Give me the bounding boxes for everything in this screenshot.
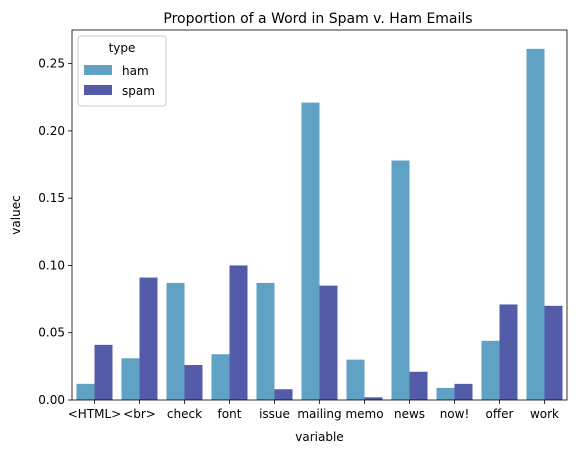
legend-swatch-spam [84,85,112,95]
bar-spam-2 [184,365,203,400]
bar-ham-9 [481,340,500,400]
bar-ham-5 [301,102,320,401]
y-tick-label-2: 0.10 [38,258,65,272]
legend-label-spam: spam [122,84,155,98]
legend-label-ham: ham [122,64,149,78]
y-tick-label-5: 0.25 [38,57,65,71]
legend-swatch-ham [84,65,112,75]
bar-spam-6 [364,397,383,400]
x-tick-label-7: news [394,407,425,421]
plot-frame [71,29,568,401]
y-axis-label: valuec [9,195,23,234]
bar-ham-6 [346,359,365,400]
x-tick-label-8: now! [440,407,470,421]
bar-spam-8 [454,383,473,400]
y-axis: 0.00 0.05 0.10 0.15 0.20 0.25 [38,57,72,407]
y-tick-label-1: 0.05 [38,326,65,340]
x-axis: <HTML> <br> check font issue mailing memo news n… [68,400,559,421]
bar-ham-8 [436,387,455,400]
x-tick-label-5: mailing [297,407,341,421]
x-tick-label-9: offer [486,407,514,421]
bar-spam-1 [139,277,158,400]
bar-ham-1 [121,358,140,400]
bar-ham-3 [211,354,230,400]
x-tick-label-6: memo [345,407,383,421]
bar-spam-7 [409,371,428,400]
x-tick-label-3: font [218,407,242,421]
x-tick-label-0: <HTML> [68,407,122,421]
bar-spam-3 [229,265,248,400]
bar-spam-5 [319,285,338,400]
x-tick-label-2: check [167,407,202,421]
x-tick-label-4: issue [259,407,290,421]
bar-spam-0 [94,344,113,400]
legend-title: type [109,41,136,55]
bar-spam-10 [544,305,563,400]
bar-ham-0 [76,383,95,400]
x-tick-label-10: work [530,407,559,421]
bar-ham-2 [166,282,185,400]
legend: type ham spam [77,35,167,107]
y-tick-label-3: 0.15 [38,191,65,205]
x-tick-label-1: <br> [123,407,156,421]
chart-title: Proportion of a Word in Spam v. Ham Emai… [163,11,472,27]
bar-ham-10 [526,48,545,401]
bar-ham-7 [391,160,410,400]
x-axis-label: variable [295,430,343,444]
bars-group [76,48,563,401]
bar-ham-4 [256,282,275,400]
y-tick-label-4: 0.20 [38,124,65,138]
bar-spam-9 [499,304,518,400]
bar-spam-4 [274,389,293,400]
y-tick-label-0: 0.00 [38,393,65,407]
